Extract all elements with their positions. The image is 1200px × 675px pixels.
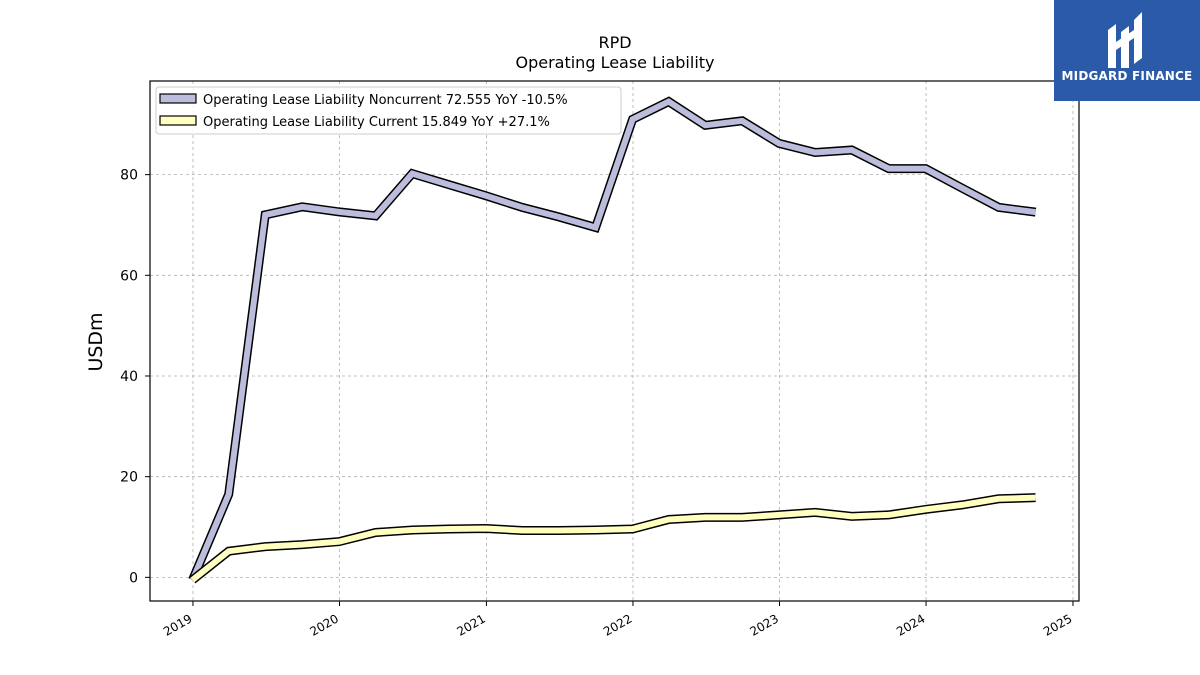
y-tick-label: 60	[120, 268, 138, 284]
legend-swatch-current	[159, 115, 197, 126]
chart-title: RPD	[598, 33, 631, 52]
plot-frame	[149, 80, 1080, 602]
series-line-1	[190, 494, 1036, 583]
y-tick-label: 0	[129, 570, 138, 586]
legend-label-noncurrent: Operating Lease Liability Noncurrent 72.…	[203, 93, 568, 108]
logo: MIDGARD FINANCE	[1054, 0, 1200, 101]
x-axis: 2019 2020 2021 2022 2023 2024 2025	[161, 601, 1074, 639]
x-tick-label: 2022	[601, 611, 634, 638]
x-tick-label: 2023	[748, 611, 781, 638]
y-axis: 0 20 40 60 80	[120, 168, 150, 586]
y-tick-label: 40	[120, 369, 138, 385]
grid	[150, 81, 1079, 601]
legend-frame	[155, 86, 622, 135]
legend-swatch-noncurrent	[159, 93, 197, 104]
x-tick-label: 2020	[308, 611, 341, 638]
series-layer	[188, 96, 1037, 584]
x-tick-label: 2025	[1041, 611, 1074, 638]
y-axis-label: USDm	[85, 312, 107, 371]
midgard-logo-icon	[1108, 12, 1142, 68]
y-tick-label: 80	[120, 168, 138, 184]
series-line-0	[189, 98, 1036, 582]
logo-text: MIDGARD FINANCE	[1061, 69, 1193, 83]
x-tick-label: 2021	[454, 611, 487, 638]
y-tick-label: 20	[120, 470, 138, 486]
legend-label-current: Operating Lease Liability Current 15.849…	[203, 115, 550, 130]
legend: Operating Lease Liability Noncurrent 72.…	[155, 86, 622, 135]
x-tick-label: 2024	[894, 611, 927, 638]
x-tick-label: 2019	[161, 611, 194, 638]
chart-subtitle: Operating Lease Liability	[515, 53, 714, 72]
